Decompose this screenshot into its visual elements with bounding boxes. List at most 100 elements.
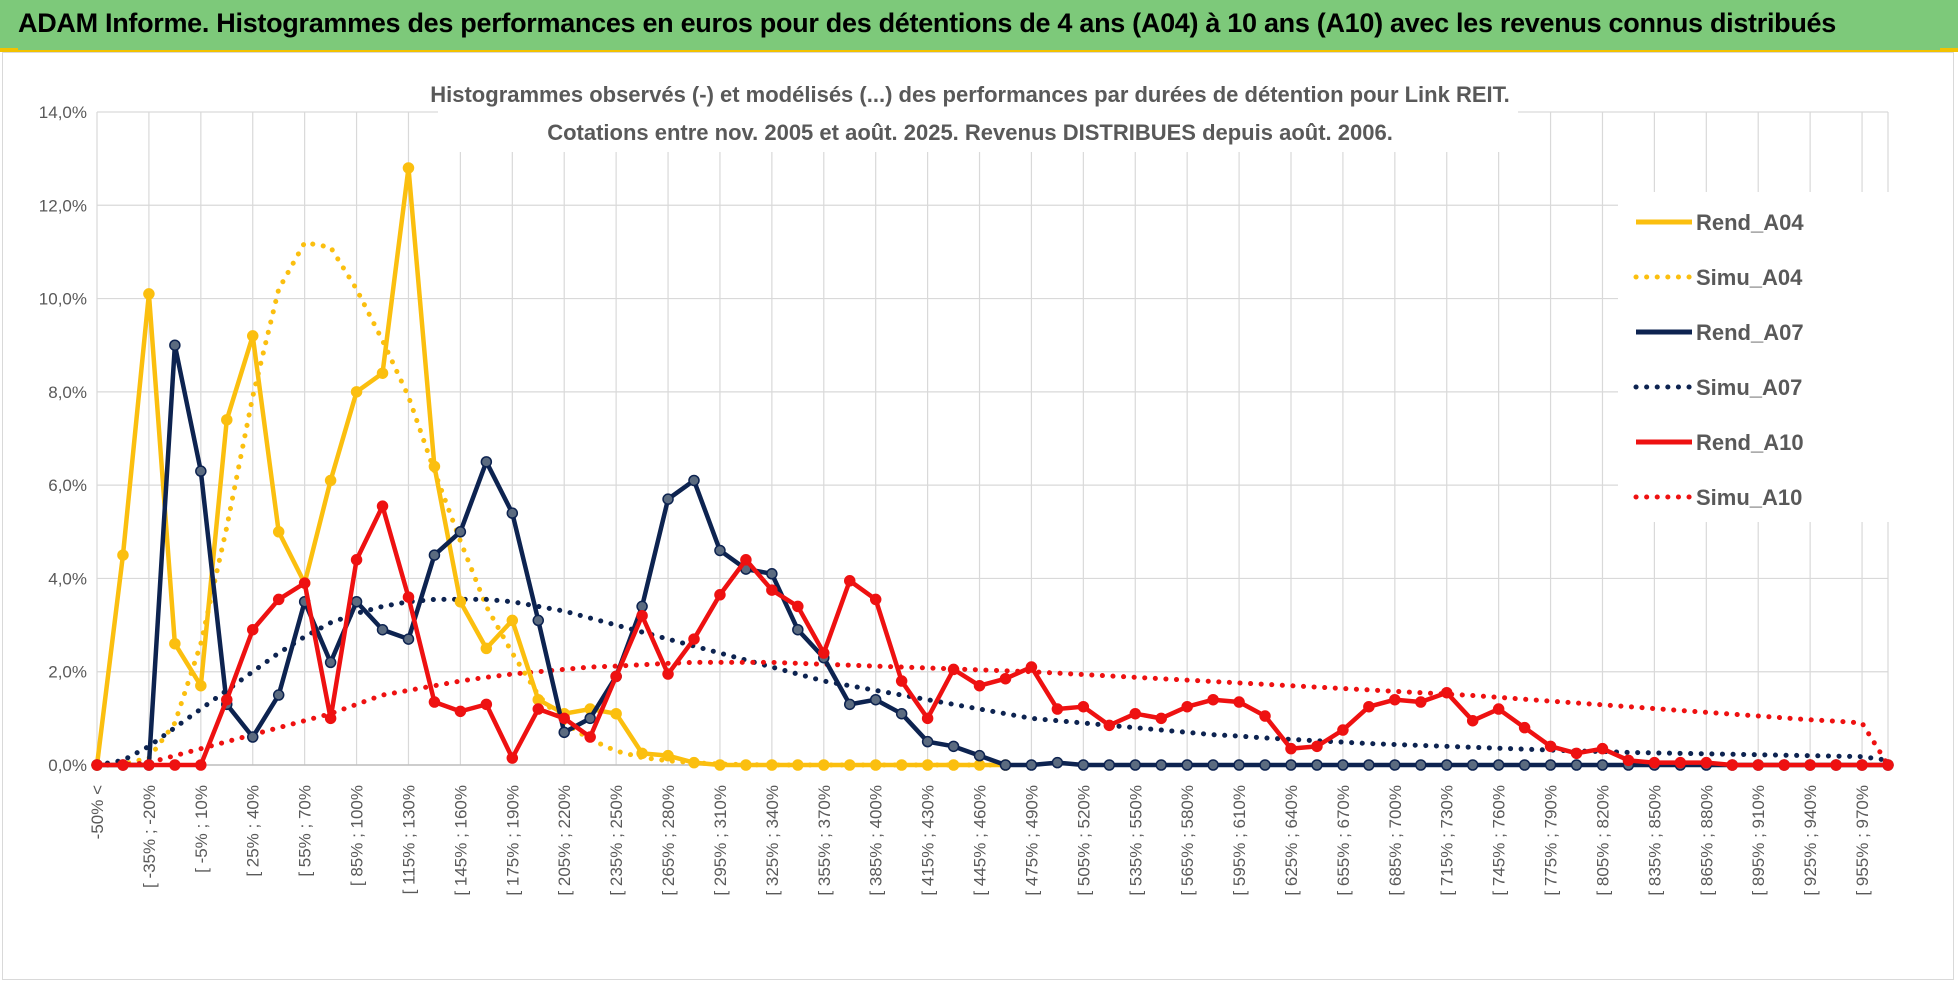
data-point <box>1830 759 1842 771</box>
series-line <box>94 596 1891 768</box>
data-point <box>973 759 986 771</box>
data-point <box>1389 759 1401 771</box>
x-tick-label: [ 355% ; 370% <box>815 785 834 896</box>
data-point <box>402 162 415 174</box>
data-point <box>1700 756 1713 769</box>
y-tick-label: 4,0% <box>48 569 87 588</box>
x-tick-label: [ 835% ; 850% <box>1645 785 1664 896</box>
data-point <box>1804 759 1816 771</box>
data-point <box>1207 693 1219 706</box>
data-point <box>636 600 648 613</box>
data-point <box>1492 759 1505 771</box>
x-tick-label: [ 205% ; 220% <box>555 785 574 896</box>
data-point <box>1440 759 1453 771</box>
series-line <box>97 342 1888 768</box>
data-point <box>610 707 622 720</box>
data-point <box>350 596 363 608</box>
data-point <box>195 759 207 771</box>
data-point <box>688 756 700 769</box>
data-point <box>636 747 648 760</box>
data-point <box>1103 719 1116 732</box>
data-point <box>843 575 856 587</box>
data-point <box>480 642 493 655</box>
data-point <box>1882 759 1894 771</box>
x-tick-label: [ 265% ; 280% <box>659 785 678 896</box>
y-tick-label: 12,0% <box>39 196 87 215</box>
data-point <box>1337 724 1349 736</box>
data-point <box>1674 756 1687 769</box>
legend-background <box>1618 192 1898 522</box>
data-point <box>324 712 337 725</box>
data-point <box>272 593 285 606</box>
x-tick-label: [ 115% ; 130% <box>399 785 418 894</box>
chart-frame <box>2 52 1954 980</box>
data-point <box>454 526 467 538</box>
data-point <box>558 712 570 725</box>
data-point <box>272 526 285 538</box>
series-rend-a10 <box>91 500 1894 771</box>
data-point <box>1466 759 1479 771</box>
x-tick-label: [ 775% ; 790% <box>1542 785 1561 896</box>
data-point <box>1363 700 1375 713</box>
data-point <box>766 568 778 580</box>
x-tick-label: [ 895% ; 910% <box>1749 785 1768 896</box>
data-point <box>480 698 493 711</box>
data-point <box>792 600 804 613</box>
data-point <box>688 633 700 645</box>
data-point <box>1181 700 1193 713</box>
legend-label: Simu_A10 <box>1696 485 1802 510</box>
data-point <box>221 414 233 426</box>
data-point <box>117 759 129 771</box>
data-point <box>1181 759 1193 771</box>
x-tick-label: [ 475% ; 490% <box>1022 785 1041 896</box>
x-tick-label: [ 85% ; 100% <box>348 785 367 886</box>
x-tick-label: [ 625% ; 640% <box>1282 785 1301 896</box>
data-point <box>843 759 856 771</box>
x-tick-label: [ 385% ; 400% <box>867 785 886 896</box>
data-point <box>532 614 545 627</box>
data-point <box>869 759 882 771</box>
data-point <box>1025 759 1038 771</box>
x-tick-label: [ 715% ; 730% <box>1438 785 1457 896</box>
data-point <box>869 593 882 606</box>
data-point <box>818 759 830 771</box>
data-point <box>1544 740 1557 753</box>
legend-label: Rend_A07 <box>1696 320 1804 345</box>
data-point <box>766 759 778 771</box>
data-point <box>376 623 389 636</box>
x-tick-label: [ 655% ; 670% <box>1334 785 1353 896</box>
series-rend-a04 <box>91 162 1012 771</box>
data-point <box>1415 696 1427 708</box>
data-point <box>246 731 259 743</box>
data-point <box>1129 759 1142 771</box>
data-point <box>921 735 934 748</box>
data-point <box>714 589 726 601</box>
data-point <box>895 675 908 687</box>
chart-subtitle: Cotations entre nov. 2005 et août. 2025.… <box>547 120 1393 145</box>
data-point <box>714 544 726 557</box>
data-point <box>350 386 363 398</box>
x-tick-label: [ 505% ; 520% <box>1074 785 1093 896</box>
legend-label: Simu_A04 <box>1696 265 1803 290</box>
title-banner: ADAM Informe. Histogrammes des performan… <box>0 0 1958 52</box>
data-point <box>584 712 596 725</box>
legend-label: Simu_A07 <box>1696 375 1802 400</box>
x-tick-label: -50% < <box>88 785 107 839</box>
data-point <box>1129 707 1142 720</box>
data-point <box>1622 754 1635 767</box>
data-point <box>428 696 441 708</box>
data-point <box>402 591 415 603</box>
corner-mark-right <box>1940 48 1958 52</box>
y-tick-label: 6,0% <box>48 476 87 495</box>
data-point <box>195 465 207 477</box>
data-point <box>1544 759 1557 771</box>
data-point <box>740 554 752 566</box>
data-point <box>1596 759 1609 771</box>
x-tick-label: [ 445% ; 460% <box>971 785 990 896</box>
legend-item-rend-a10: Rend_A10 <box>1636 430 1804 455</box>
y-tick-label: 8,0% <box>48 383 87 402</box>
data-point <box>558 726 570 739</box>
data-point <box>973 749 986 762</box>
data-point <box>402 633 415 645</box>
series-line <box>94 659 1891 768</box>
